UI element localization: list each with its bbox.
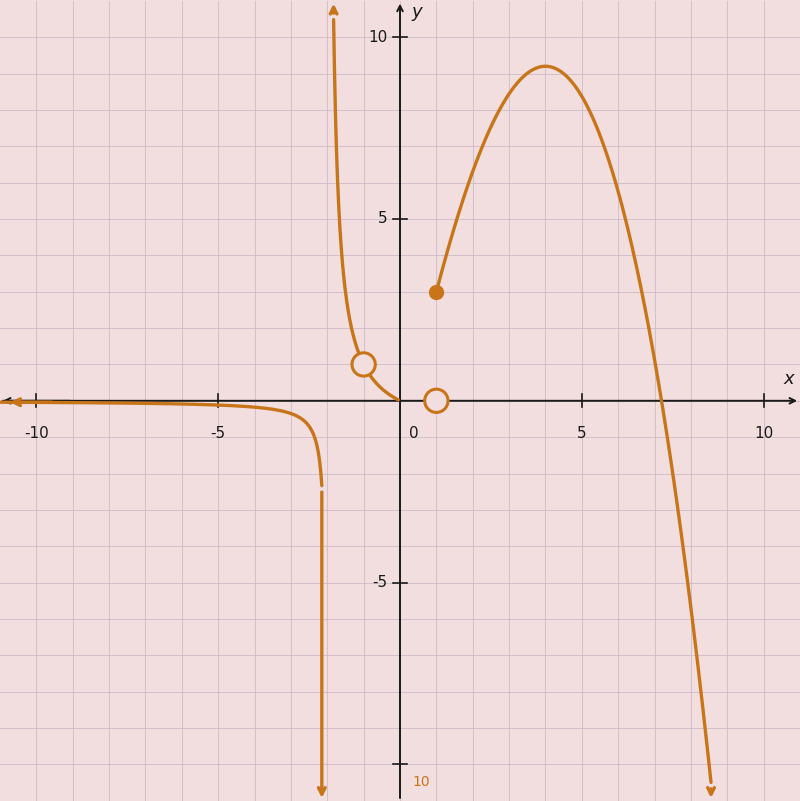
Text: 10: 10	[413, 775, 430, 789]
Text: -5: -5	[372, 575, 387, 590]
Text: 5: 5	[577, 426, 586, 441]
Text: 5: 5	[378, 211, 387, 227]
Text: -5: -5	[210, 426, 226, 441]
Text: -10: -10	[24, 426, 49, 441]
Text: x: x	[784, 370, 794, 388]
Text: 0: 0	[409, 426, 418, 441]
Circle shape	[425, 389, 448, 413]
Circle shape	[352, 352, 375, 376]
Text: y: y	[411, 2, 422, 21]
Text: 10: 10	[754, 426, 774, 441]
Text: 10: 10	[368, 30, 387, 45]
